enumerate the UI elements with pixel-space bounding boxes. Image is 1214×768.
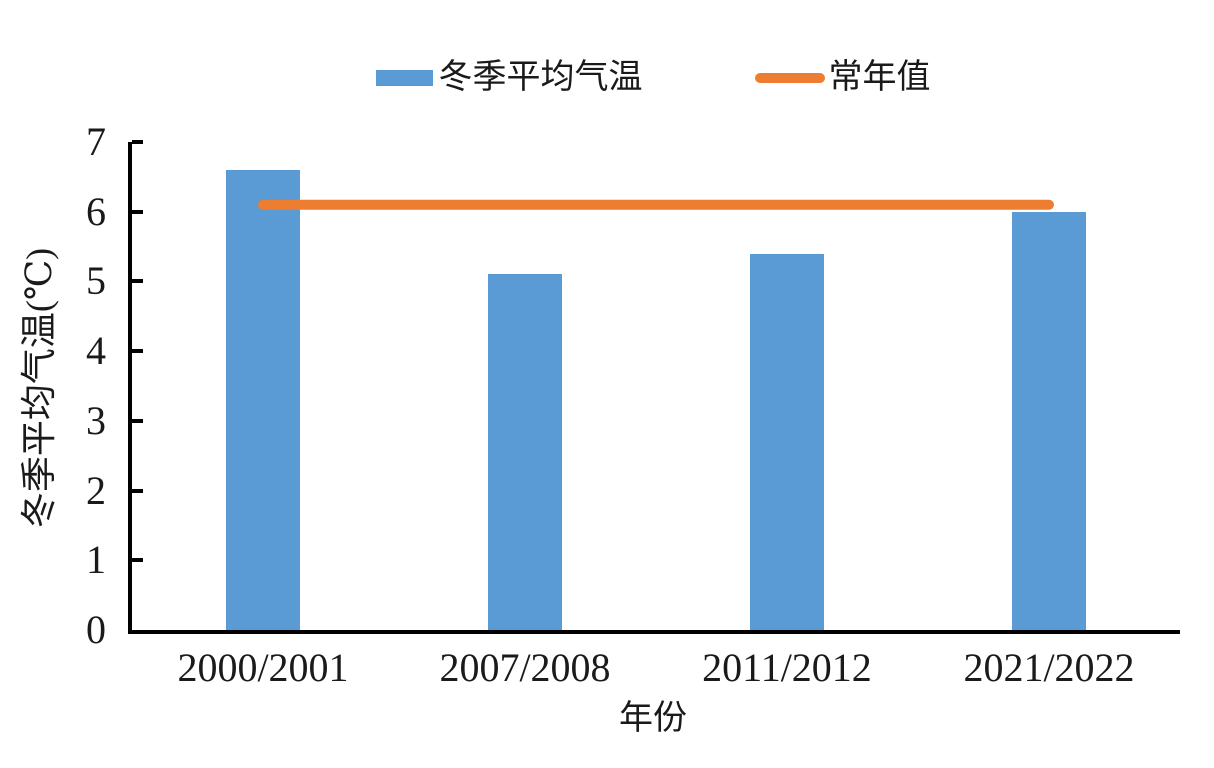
legend-line-series-label: 常年值 [828, 59, 931, 96]
y-tick-label: 2 [86, 467, 106, 513]
legend-bar-series-label: 冬季平均气温 [438, 59, 643, 96]
y-tick-mark [132, 418, 143, 423]
y-tick-label: 4 [86, 328, 106, 374]
x-tick-label: 2000/2001 [177, 645, 349, 690]
y-tick-mark [132, 209, 143, 214]
y-tick-label: 6 [86, 188, 106, 234]
x-tick-label: 2011/2012 [702, 645, 872, 690]
y-tick-mark [132, 140, 143, 144]
y-tick-mark [132, 349, 143, 354]
bar-2011-2012 [750, 253, 824, 630]
y-tick-mark [132, 488, 143, 493]
bar-series-swatch-icon [375, 70, 433, 86]
legend-item-line-series: 常年值 [754, 55, 931, 101]
x-tick-label: 2021/2022 [963, 645, 1135, 690]
x-tick-label: 2007/2008 [439, 645, 611, 690]
y-tick-label: 7 [86, 119, 106, 164]
bar-2000-2001 [226, 169, 300, 630]
y-tick-mark [132, 558, 143, 563]
x-axis-tick-labels: 2000/2001 2007/2008 2011/2012 2021/2022 [132, 648, 1180, 694]
bar-2007-2008 [488, 274, 562, 630]
y-tick-label: 1 [86, 537, 106, 583]
y-axis-tick-labels: 0 1 2 3 4 5 6 7 [0, 122, 106, 650]
plot-area [128, 140, 1180, 634]
y-tick-label: 3 [86, 397, 106, 443]
x-axis-title: 年份 [619, 700, 687, 737]
bar-2021-2022 [1012, 211, 1086, 630]
y-tick-label: 5 [86, 258, 106, 304]
y-tick-label: 0 [86, 607, 106, 652]
legend: 冬季平均气温 常年值 [128, 55, 1178, 101]
legend-item-bar-series: 冬季平均气温 [375, 55, 643, 101]
y-tick-mark [132, 279, 143, 284]
line-series-swatch-icon [754, 73, 825, 83]
y-axis-title: 冬季平均气温(℃) [19, 247, 59, 529]
